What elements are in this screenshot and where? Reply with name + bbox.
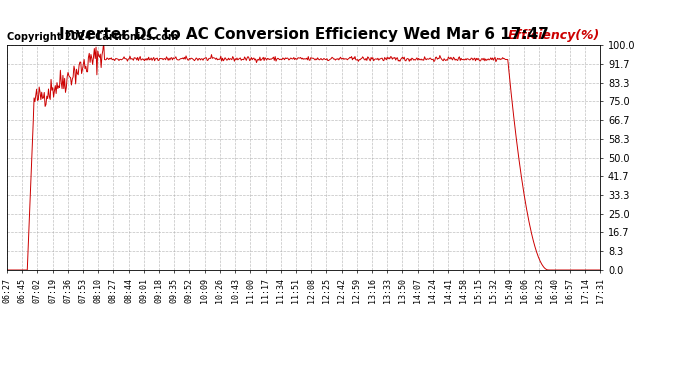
Text: Efficiency(%): Efficiency(%): [508, 28, 600, 42]
Title: Inverter DC to AC Conversion Efficiency Wed Mar 6 17:47: Inverter DC to AC Conversion Efficiency …: [59, 27, 549, 42]
Text: Copyright 2024 Cartronics.com: Copyright 2024 Cartronics.com: [7, 32, 178, 42]
